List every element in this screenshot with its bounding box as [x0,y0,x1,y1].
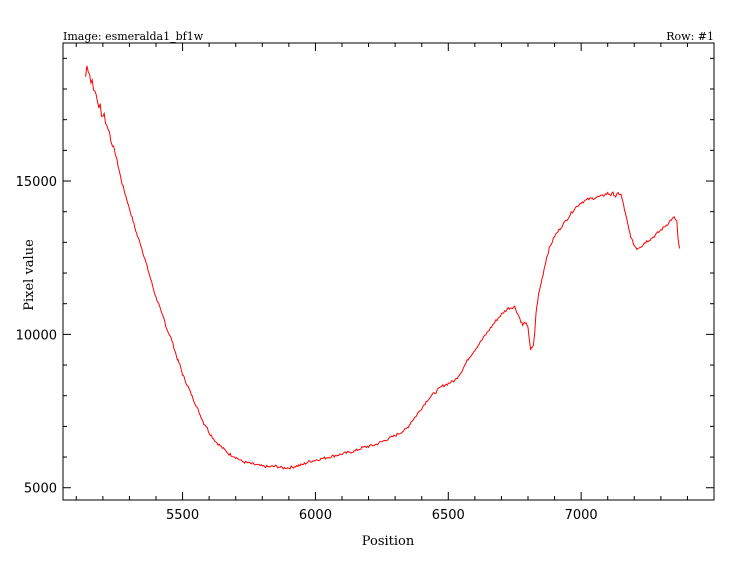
axis-ticks [63,43,715,500]
tick-labels: 5500 6000 6500 7000 5000 10000 15000 [16,175,598,523]
x-tick-label: 6500 [432,508,465,523]
y-tick-label: 5000 [24,482,57,497]
x-tick-label: 5500 [166,508,199,523]
x-axis-label: Position [362,534,415,549]
image-name-label: Image: esmeralda1_bf1w [63,30,204,43]
y-tick-label: 10000 [16,328,57,343]
x-tick-label: 6000 [299,508,332,523]
row-label: Row: #1 [666,30,714,43]
y-axis-label: Pixel value [22,239,37,311]
plot-frame [62,42,715,501]
y-tick-label: 15000 [16,175,57,190]
x-tick-label: 7000 [565,508,598,523]
series-line-pixel-value [85,65,680,470]
